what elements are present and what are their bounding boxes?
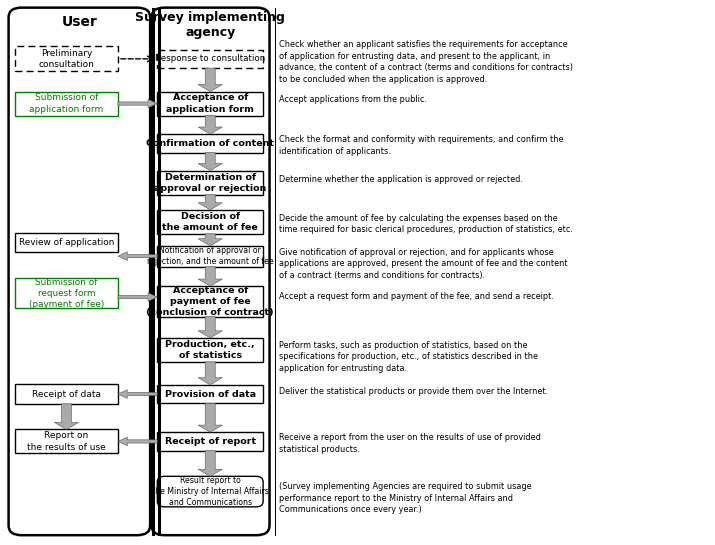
Text: Check whether an applicant satisfies the requirements for acceptance
of applicat: Check whether an applicant satisfies the… [279, 40, 573, 84]
Text: Survey implementing
agency: Survey implementing agency [135, 10, 285, 39]
Text: Acceptance of
payment of fee
(conclusion of contract): Acceptance of payment of fee (conclusion… [147, 286, 274, 317]
Text: Submission of
application form: Submission of application form [29, 94, 104, 113]
Text: Confirmation of content: Confirmation of content [146, 139, 275, 148]
Text: Production, etc.,
of statistics: Production, etc., of statistics [165, 340, 255, 360]
Text: Decide the amount of fee by calculating the expenses based on the
time required : Decide the amount of fee by calculating … [279, 214, 573, 234]
Polygon shape [198, 116, 222, 134]
Text: Decision of
the amount of fee: Decision of the amount of fee [162, 212, 258, 232]
Bar [15, 429, 118, 453]
Text: (Survey implementing Agencies are required to submit usage
performance report to: (Survey implementing Agencies are requir… [279, 482, 531, 514]
Bar [157, 246, 263, 267]
Bar [15, 278, 118, 308]
Bar [157, 134, 263, 153]
Bar [157, 338, 263, 362]
Text: Submission of
request form
(payment of fee): Submission of request form (payment of f… [29, 277, 104, 309]
Text: Receive a report from the user on the results of use of provided
statistical pro: Receive a report from the user on the re… [279, 433, 541, 454]
Polygon shape [198, 68, 222, 92]
Polygon shape [118, 293, 157, 301]
Polygon shape [118, 252, 157, 261]
Text: Perform tasks, such as production of statistics, based on the
specifications for: Perform tasks, such as production of sta… [279, 341, 538, 373]
Text: Give notification of approval or rejection, and for applicants whose
application: Give notification of approval or rejecti… [279, 248, 568, 280]
Polygon shape [118, 437, 157, 446]
Polygon shape [118, 99, 157, 108]
Polygon shape [198, 267, 222, 286]
Text: Preliminary
consultation: Preliminary consultation [39, 49, 94, 69]
Polygon shape [198, 403, 222, 432]
Polygon shape [54, 404, 79, 429]
Text: Determine whether the application is approved or rejected.: Determine whether the application is app… [279, 175, 523, 185]
Text: Review of application: Review of application [19, 238, 114, 247]
Bar [157, 171, 263, 195]
FancyBboxPatch shape [152, 8, 270, 535]
Bar [157, 92, 263, 116]
Text: Report on
the results of use: Report on the results of use [27, 432, 106, 451]
Text: Response to consultation: Response to consultation [155, 54, 265, 63]
Polygon shape [198, 317, 222, 338]
Polygon shape [118, 390, 157, 398]
Polygon shape [198, 234, 222, 246]
Polygon shape [198, 153, 222, 171]
Text: Provision of data: Provision of data [164, 390, 256, 398]
Text: User: User [61, 15, 97, 29]
Polygon shape [198, 362, 222, 385]
FancyBboxPatch shape [9, 8, 150, 535]
Text: Receipt of data: Receipt of data [32, 390, 101, 398]
Text: Accept a request form and payment of the fee, and send a receipt.: Accept a request form and payment of the… [279, 292, 553, 301]
Text: Check the format and conformity with requirements, and confirm the
identificatio: Check the format and conformity with req… [279, 135, 563, 156]
Bar [157, 50, 263, 68]
Polygon shape [198, 195, 222, 210]
Bar [15, 46, 118, 71]
Text: Notification of approval or
rejection, and the amount of fee: Notification of approval or rejection, a… [147, 246, 274, 266]
Text: Determination of
approval or rejection: Determination of approval or rejection [154, 173, 267, 192]
Text: Result report to
the Ministry of Internal Affairs
and Communications: Result report to the Ministry of Interna… [152, 476, 269, 507]
Text: Acceptance of
application form: Acceptance of application form [167, 94, 254, 113]
FancyBboxPatch shape [157, 476, 263, 507]
Bar [15, 384, 118, 404]
Bar [157, 286, 263, 317]
Text: Receipt of report: Receipt of report [164, 437, 256, 446]
Text: Accept applications from the public.: Accept applications from the public. [279, 95, 427, 104]
Bar [157, 385, 263, 403]
Bar [15, 92, 118, 116]
Polygon shape [198, 451, 222, 476]
Text: Deliver the statistical products or provide them over the Internet.: Deliver the statistical products or prov… [279, 387, 548, 396]
Bar [157, 432, 263, 451]
Bar [157, 210, 263, 234]
Bar [15, 233, 118, 252]
